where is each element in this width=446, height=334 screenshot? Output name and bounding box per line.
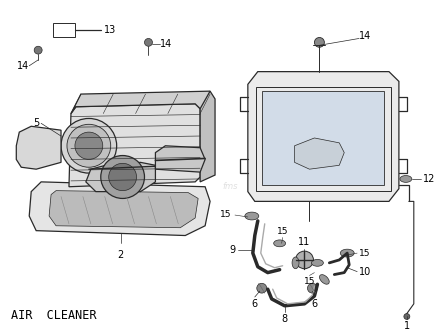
Circle shape: [75, 132, 103, 159]
Polygon shape: [86, 162, 155, 192]
Circle shape: [67, 124, 111, 167]
Text: 15: 15: [359, 248, 371, 258]
Text: 9: 9: [230, 245, 236, 255]
Polygon shape: [17, 126, 61, 169]
Ellipse shape: [400, 176, 412, 182]
Polygon shape: [155, 146, 205, 172]
Text: 8: 8: [281, 314, 288, 324]
Polygon shape: [262, 91, 384, 185]
Polygon shape: [29, 182, 210, 235]
Text: AIR  CLEANER: AIR CLEANER: [11, 309, 97, 322]
Polygon shape: [71, 91, 210, 114]
Ellipse shape: [319, 275, 329, 284]
Circle shape: [257, 283, 267, 293]
Polygon shape: [248, 71, 399, 201]
Polygon shape: [69, 104, 200, 187]
Circle shape: [34, 46, 42, 54]
Text: 12: 12: [423, 174, 435, 184]
Circle shape: [145, 38, 153, 46]
Circle shape: [404, 314, 410, 319]
Circle shape: [109, 163, 136, 191]
Text: 14: 14: [17, 61, 29, 71]
Text: fms: fms: [222, 182, 238, 191]
Circle shape: [61, 119, 117, 173]
Text: 6: 6: [311, 299, 318, 309]
Text: 14: 14: [359, 30, 372, 40]
Text: 5: 5: [33, 118, 39, 128]
Text: 11: 11: [298, 237, 310, 247]
Polygon shape: [294, 138, 344, 169]
Text: 1: 1: [404, 321, 410, 331]
Ellipse shape: [292, 257, 299, 269]
Ellipse shape: [340, 249, 354, 257]
Polygon shape: [49, 191, 198, 228]
Text: 2: 2: [117, 250, 124, 260]
Ellipse shape: [274, 240, 285, 247]
Text: 15: 15: [220, 209, 232, 218]
Text: 15: 15: [277, 226, 289, 235]
Ellipse shape: [311, 260, 323, 266]
Ellipse shape: [245, 212, 259, 220]
Circle shape: [296, 251, 314, 269]
Circle shape: [314, 37, 324, 47]
Circle shape: [101, 156, 145, 198]
Text: 15: 15: [304, 277, 315, 286]
FancyBboxPatch shape: [53, 23, 75, 36]
Circle shape: [307, 283, 318, 293]
Polygon shape: [200, 91, 215, 182]
Text: 6: 6: [252, 299, 258, 309]
Text: 14: 14: [161, 39, 173, 49]
Text: 13: 13: [104, 25, 116, 35]
Text: 10: 10: [359, 267, 372, 277]
